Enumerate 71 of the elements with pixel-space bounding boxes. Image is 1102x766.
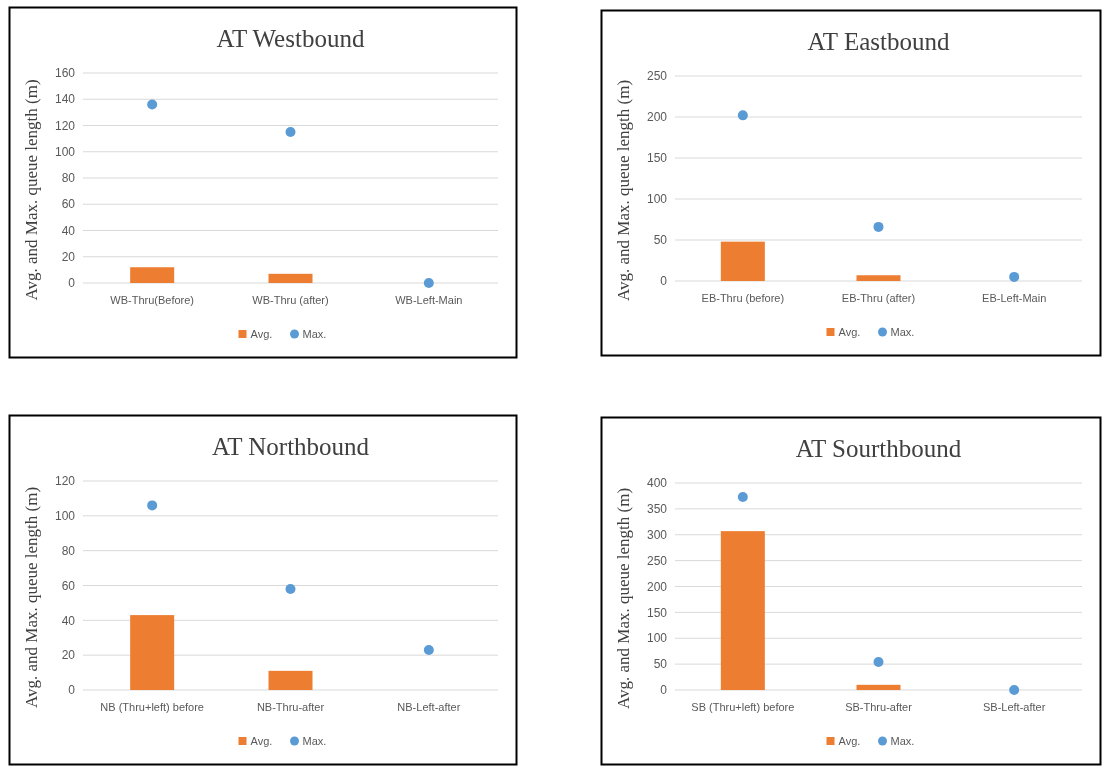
y-tick-label: 20 (61, 648, 76, 663)
x-tick-label: WB-Left-Main (395, 294, 463, 306)
point (147, 99, 158, 110)
y-tick-label: 50 (653, 233, 668, 248)
legend-label: Avg. (250, 734, 273, 747)
legend-label: Max. (302, 734, 327, 747)
x-tick-label: EB-Left-Main (982, 292, 1047, 304)
point (1009, 271, 1020, 282)
point (873, 657, 884, 668)
x-tick-label: EB-Thru (after) (841, 292, 916, 304)
y-tick-label: 100 (646, 192, 668, 207)
point (1009, 685, 1020, 695)
point (285, 127, 296, 138)
legend-label: Max. (890, 325, 915, 338)
x-tick-label: WB-Thru(Before) (110, 294, 195, 306)
y-tick-label: 120 (54, 474, 76, 489)
x-tick-label: SB-Thru-after (845, 701, 913, 713)
legend-label: Avg. (838, 734, 861, 747)
point (737, 491, 748, 502)
y-tick-label: 0 (68, 276, 76, 291)
y-tick-label: 250 (646, 69, 668, 84)
y-tick-label: 0 (660, 683, 668, 698)
y-tick-label: 20 (61, 249, 76, 264)
point (423, 644, 434, 655)
x-tick-label: NB (Thru+left) before (100, 701, 204, 713)
legend-label: Avg. (838, 325, 861, 338)
legend-label: Max. (302, 327, 327, 340)
y-tick-label: 40 (61, 613, 76, 628)
point (873, 221, 884, 232)
x-tick-label: NB-Left-after (397, 701, 461, 713)
chart-title: AT Eastbound (807, 28, 950, 55)
point (423, 278, 434, 288)
y-axis-title: Avg. and Max. queue length (m) (22, 79, 41, 301)
y-tick-label: 250 (646, 553, 668, 568)
y-axis-title: Avg. and Max. queue length (m) (614, 79, 633, 302)
y-tick-label: 100 (54, 144, 76, 159)
y-tick-label: 200 (646, 579, 668, 594)
y-tick-label: 160 (54, 66, 76, 81)
chart-title: AT Sourthbound (795, 435, 962, 462)
x-tick-label: NB-Thru-after (256, 701, 325, 713)
y-tick-label: 0 (68, 683, 76, 698)
x-tick-label: EB-Thru (before) (701, 292, 785, 304)
y-axis-title: Avg. and Max. queue length (m) (614, 487, 633, 710)
point (147, 500, 158, 511)
x-tick-label: WB-Thru (after) (252, 294, 329, 306)
y-tick-label: 200 (646, 110, 668, 125)
y-tick-label: 50 (653, 657, 668, 672)
y-tick-label: 40 (61, 223, 76, 238)
y-tick-label: 100 (54, 509, 76, 524)
y-tick-label: 0 (660, 274, 668, 289)
y-tick-label: 100 (646, 631, 668, 646)
x-tick-label: SB-Left-after (982, 701, 1046, 713)
y-tick-label: 120 (54, 118, 76, 133)
y-axis-title: Avg. and Max. queue length (m) (22, 486, 41, 709)
legend-label: Max. (890, 734, 915, 747)
y-tick-label: 150 (646, 151, 668, 166)
x-tick-label: SB (Thru+left) before (691, 701, 795, 713)
point (737, 110, 748, 121)
point (285, 583, 296, 594)
chart-title: AT Northbound (211, 433, 370, 460)
y-tick-label: 140 (54, 92, 76, 107)
y-tick-label: 60 (61, 578, 76, 593)
legend-label: Avg. (250, 327, 273, 340)
y-tick-label: 150 (646, 605, 668, 620)
y-tick-label: 400 (646, 476, 668, 491)
y-tick-label: 80 (61, 171, 76, 186)
chart-title: AT Westbound (216, 25, 365, 52)
y-tick-label: 60 (61, 197, 76, 212)
y-tick-label: 300 (646, 527, 668, 542)
y-tick-label: 350 (646, 502, 668, 517)
y-tick-label: 80 (61, 543, 76, 558)
